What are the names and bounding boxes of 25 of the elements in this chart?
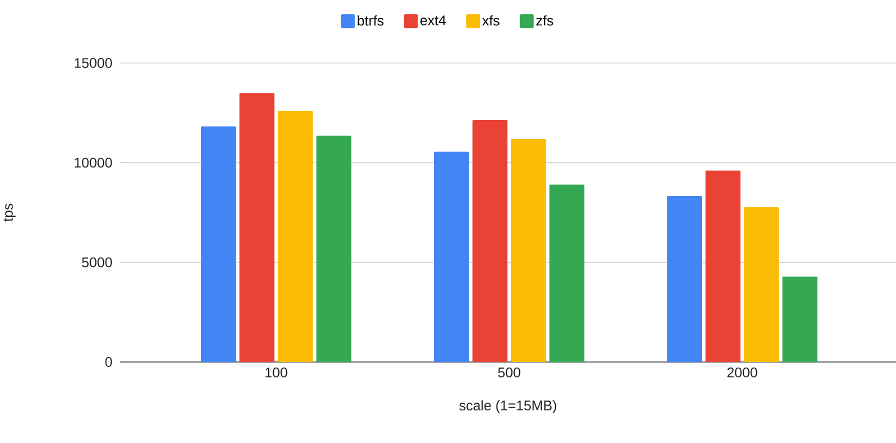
legend-label: btrfs — [358, 15, 384, 26]
bar — [510, 138, 546, 362]
bar — [278, 110, 313, 362]
bar — [200, 126, 236, 362]
bar — [316, 136, 352, 362]
y-tick-label: 10000 — [74, 158, 112, 168]
x-tick-label: 100 — [266, 368, 288, 378]
legend-label: xfs — [482, 15, 500, 26]
y-tick-label: 15000 — [74, 58, 112, 68]
bar — [744, 207, 779, 362]
bar — [549, 184, 584, 362]
legend-label: zfs — [536, 15, 554, 26]
legend-label: ext4 — [420, 16, 446, 26]
x-tick-label: 500 — [498, 368, 520, 378]
bar — [782, 276, 818, 362]
bar — [667, 196, 702, 362]
y-tick-label: 5000 — [82, 257, 112, 268]
bar — [472, 120, 508, 362]
x-tick-label: 2000 — [727, 368, 758, 378]
bar — [706, 170, 740, 362]
y-axis-title: tps — [4, 204, 16, 222]
bar — [434, 152, 469, 362]
bar — [239, 93, 274, 362]
x-axis-title: scale (1=15MB) — [459, 400, 556, 414]
y-tick-label: 0 — [105, 357, 112, 367]
